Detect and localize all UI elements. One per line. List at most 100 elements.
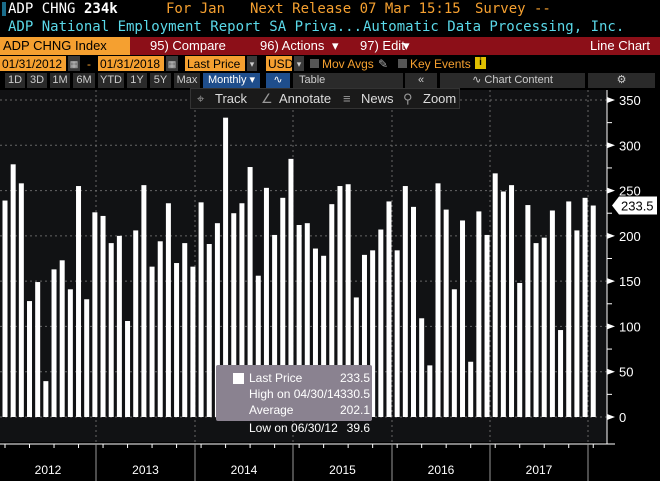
info-icon[interactable]: i bbox=[475, 57, 486, 69]
zoom-button[interactable]: Zoom bbox=[423, 91, 457, 106]
line-chart-icon[interactable]: ∿ bbox=[266, 73, 290, 88]
bar bbox=[182, 243, 188, 417]
bar bbox=[198, 202, 204, 417]
legend-last-label: Last Price bbox=[249, 371, 303, 385]
bar bbox=[566, 201, 572, 417]
bar bbox=[100, 215, 106, 417]
y-tick-label: 250 bbox=[619, 184, 641, 199]
y-tick-label: 100 bbox=[619, 319, 641, 334]
period-6m[interactable]: 6M bbox=[73, 73, 95, 88]
bar bbox=[419, 318, 425, 417]
description-row: ADP National Employment Report SA Priva.… bbox=[0, 18, 660, 36]
legend-high-label: High on 04/30/14 bbox=[249, 387, 341, 401]
menu-bar: ADP CHNG Index 95) Compare 96) Actions ▾… bbox=[0, 37, 660, 55]
bar bbox=[10, 164, 16, 417]
period-1m[interactable]: 1M bbox=[50, 73, 70, 88]
compare-button[interactable]: 95) Compare bbox=[150, 38, 226, 53]
bar bbox=[509, 185, 515, 417]
mov-avgs-checkbox[interactable] bbox=[310, 59, 319, 68]
legend-avg-value: 202.1 bbox=[339, 403, 370, 417]
chevron-down-icon[interactable]: ▾ bbox=[294, 56, 304, 71]
bar bbox=[190, 266, 196, 417]
x-tick-label: 2013 bbox=[132, 463, 159, 477]
period-1y[interactable]: 1Y bbox=[127, 73, 147, 88]
bar bbox=[116, 235, 122, 417]
y-tick-label: 0 bbox=[619, 410, 626, 425]
bar bbox=[500, 191, 506, 417]
y-tick-label: 150 bbox=[619, 274, 641, 289]
bar bbox=[402, 186, 408, 417]
x-tick-label: 2012 bbox=[35, 463, 62, 477]
start-date-input[interactable]: 01/31/2012 bbox=[0, 56, 66, 71]
y-tick-marker bbox=[607, 368, 615, 375]
y-tick-marker bbox=[607, 278, 615, 285]
pencil-icon[interactable]: ✎ bbox=[378, 57, 389, 71]
last-price-marker bbox=[612, 196, 657, 215]
legend-avg-label: Average bbox=[249, 403, 294, 417]
bar bbox=[427, 365, 433, 417]
ticker: ADP CHNG bbox=[8, 1, 76, 17]
bar bbox=[460, 220, 466, 417]
frequency-select[interactable]: Monthly ▾ bbox=[203, 73, 260, 88]
legend-high-value: 330.5 bbox=[339, 387, 370, 401]
x-tick-label: 2015 bbox=[329, 463, 356, 477]
period-5y[interactable]: 5Y bbox=[150, 73, 171, 88]
date-row: 01/31/2012 ▦ - 01/31/2018 ▦ Last Price ▾… bbox=[0, 56, 660, 72]
bar bbox=[59, 260, 65, 417]
x-tick-label: 2014 bbox=[231, 463, 258, 477]
bar bbox=[76, 186, 82, 417]
table-button[interactable]: Table bbox=[293, 73, 403, 88]
bar bbox=[2, 200, 8, 417]
last-price-label: 233.5 bbox=[621, 199, 654, 214]
chevron-down-icon[interactable]: ▾ bbox=[332, 38, 339, 53]
bar bbox=[141, 185, 147, 417]
bar bbox=[125, 320, 131, 417]
period-max[interactable]: Max bbox=[174, 73, 200, 88]
end-date-input[interactable]: 01/31/2018 bbox=[98, 56, 164, 71]
bar bbox=[206, 244, 212, 417]
bar bbox=[476, 211, 482, 417]
y-tick-marker bbox=[607, 142, 615, 149]
bar bbox=[492, 173, 498, 417]
edit-button[interactable]: 97) Edit bbox=[360, 38, 405, 53]
bar bbox=[582, 197, 588, 417]
title-row: ADP CHNG 234k For Jan Next Release 07 Ma… bbox=[0, 0, 660, 18]
company-name: Automatic Data Processing, Inc. bbox=[363, 19, 625, 35]
period-ytd[interactable]: YTD bbox=[98, 73, 124, 88]
gear-icon[interactable]: ⚙ bbox=[588, 73, 655, 88]
collapse-icon[interactable]: « bbox=[405, 73, 437, 88]
y-tick-marker bbox=[607, 323, 615, 330]
calendar-icon[interactable]: ▦ bbox=[166, 56, 178, 71]
chevron-down-icon[interactable]: ▾ bbox=[247, 56, 257, 71]
x-axis-band bbox=[0, 442, 660, 481]
chart-content-button[interactable]: ∿ Chart Content bbox=[440, 73, 585, 88]
bar bbox=[43, 381, 49, 417]
x-tick-label: 2016 bbox=[428, 463, 455, 477]
search-icon: ⚲ bbox=[403, 91, 413, 106]
bar bbox=[67, 289, 73, 417]
bar bbox=[149, 266, 155, 417]
survey: Survey -- bbox=[475, 1, 551, 17]
y-tick-label: 50 bbox=[619, 365, 633, 380]
track-button[interactable]: Track bbox=[215, 91, 248, 106]
chart-type[interactable]: Line Chart bbox=[590, 38, 650, 53]
bar bbox=[435, 183, 441, 417]
annotate-button[interactable]: Annotate bbox=[279, 91, 332, 106]
currency-select[interactable]: USD bbox=[266, 56, 294, 71]
news-icon: ≡ bbox=[343, 91, 351, 106]
actions-button[interactable]: 96) Actions bbox=[260, 38, 325, 53]
key-events-checkbox[interactable] bbox=[398, 59, 407, 68]
legend-last-value: 233.5 bbox=[339, 371, 370, 385]
news-button[interactable]: News bbox=[361, 91, 394, 106]
chevron-down-icon[interactable]: ▾ bbox=[403, 38, 410, 53]
calendar-icon[interactable]: ▦ bbox=[68, 56, 80, 71]
period-3d[interactable]: 3D bbox=[27, 73, 47, 88]
field-select[interactable]: Last Price bbox=[185, 56, 245, 71]
bar bbox=[92, 212, 98, 417]
index-field[interactable]: ADP CHNG Index bbox=[0, 37, 130, 55]
x-tick-label: 2017 bbox=[526, 463, 553, 477]
bar bbox=[541, 237, 547, 417]
bar bbox=[108, 243, 114, 417]
bar bbox=[443, 209, 449, 417]
period-1d[interactable]: 1D bbox=[5, 73, 25, 88]
